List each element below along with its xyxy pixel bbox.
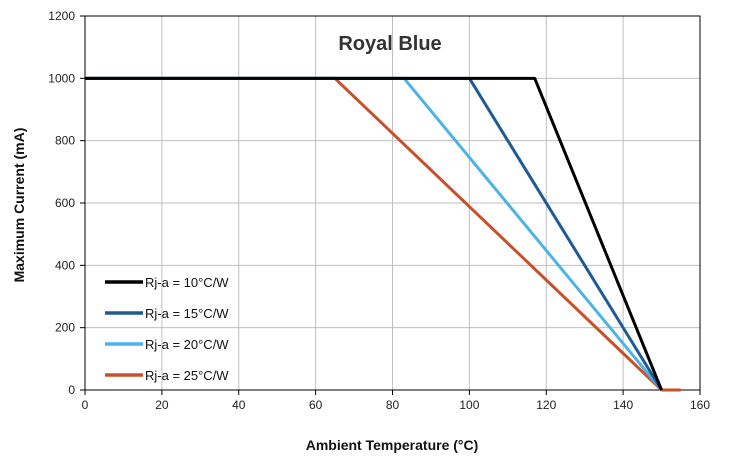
legend-label: Rj-a = 20°C/W — [145, 337, 229, 352]
y-tick-label: 1000 — [48, 71, 75, 85]
y-tick-label: 200 — [55, 321, 75, 335]
x-tick-label: 0 — [82, 398, 89, 412]
x-tick-label: 40 — [232, 398, 246, 412]
y-tick-label: 1200 — [48, 9, 75, 23]
legend-label: Rj-a = 15°C/W — [145, 306, 229, 321]
x-tick-label: 100 — [459, 398, 479, 412]
x-tick-label: 140 — [613, 398, 633, 412]
legend: Rj-a = 10°C/W Rj-a = 15°C/W Rj-a = 20°C/W R… — [105, 275, 229, 383]
x-tick-label: 60 — [309, 398, 323, 412]
axis-ticks: 0 20 40 60 80 100 120 140 160 0 200 400 600 800 1000 12… — [48, 9, 710, 412]
y-tick-label: 800 — [55, 134, 75, 148]
x-tick-label: 20 — [155, 398, 169, 412]
chart-title: Royal Blue — [338, 33, 441, 55]
x-axis-title: Ambient Temperature (°C) — [306, 437, 479, 453]
legend-label: Rj-a = 25°C/W — [145, 368, 229, 383]
x-tick-label: 120 — [536, 398, 556, 412]
x-tick-label: 80 — [386, 398, 400, 412]
series-layer — [85, 76, 681, 392]
grid-lines — [84, 15, 701, 391]
legend-label: Rj-a = 10°C/W — [145, 275, 229, 290]
x-tick-label: 160 — [690, 398, 710, 412]
y-tick-label: 600 — [55, 196, 75, 210]
y-tick-label: 0 — [68, 383, 75, 397]
series-line — [85, 76, 663, 391]
y-axis-title: Maximum Current (mA) — [11, 128, 27, 283]
y-tick-label: 400 — [55, 258, 75, 272]
